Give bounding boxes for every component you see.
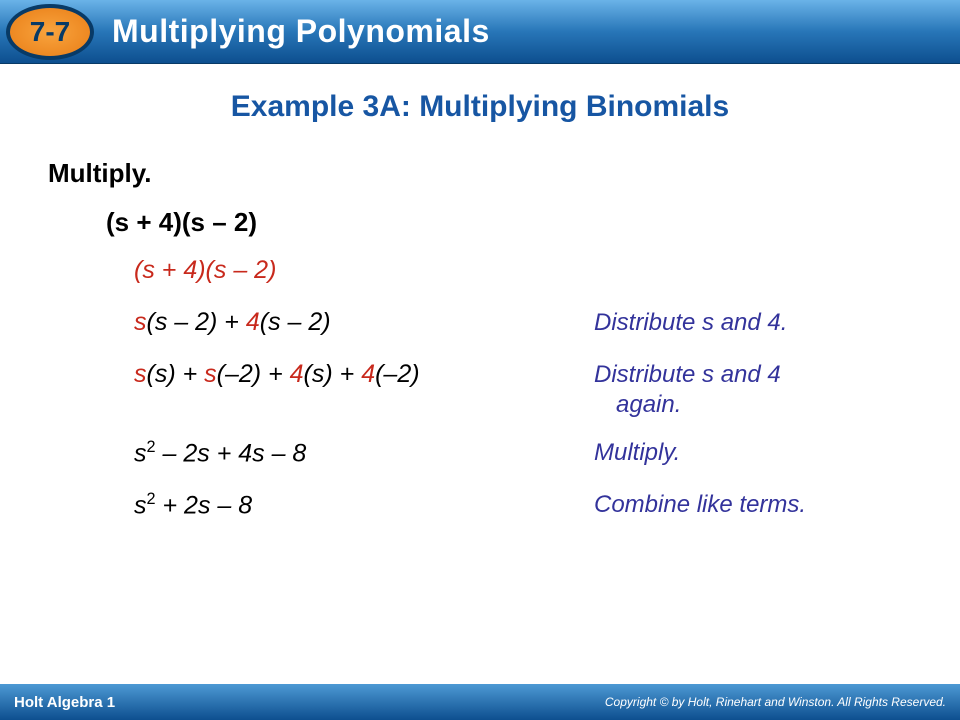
step-note-line1: Distribute s and 4 bbox=[594, 361, 781, 388]
step-note: Multiply. bbox=[594, 438, 680, 468]
step-expression: s(s) + s(–2) + 4(s) + 4(–2) bbox=[134, 360, 594, 389]
step-row: s2 – 2s + 4s – 8 Multiply. bbox=[134, 438, 912, 472]
lesson-number-badge: 7-7 bbox=[6, 4, 94, 60]
instruction-text: Multiply. bbox=[48, 158, 912, 189]
step-row: s(s) + s(–2) + 4(s) + 4(–2) Distribute s… bbox=[134, 360, 912, 420]
step-note: Distribute s and 4. bbox=[594, 308, 787, 338]
step-row: s2 + 2s – 8 Combine like terms. bbox=[134, 490, 912, 524]
step-expression: s2 – 2s + 4s – 8 bbox=[134, 438, 594, 468]
solution-steps: (s + 4)(s – 2) s(s – 2) + 4(s – 2) Distr… bbox=[134, 256, 912, 524]
problem-statement: (s + 4)(s – 2) bbox=[106, 207, 912, 238]
book-title: Holt Algebra 1 bbox=[14, 694, 115, 711]
slide-content: Example 3A: Multiplying Binomials Multip… bbox=[0, 64, 960, 524]
step-note-line2: again. bbox=[594, 390, 781, 420]
copyright-text: Copyright © by Holt, Rinehart and Winsto… bbox=[605, 695, 946, 709]
slide-header: 7-7 Multiplying Polynomials bbox=[0, 0, 960, 64]
step-note: Distribute s and 4 again. bbox=[594, 360, 781, 420]
step-expression: (s + 4)(s – 2) bbox=[134, 256, 594, 285]
step-expression: s2 + 2s – 8 bbox=[134, 490, 594, 520]
lesson-number: 7-7 bbox=[30, 16, 70, 48]
slide-footer: Holt Algebra 1 Copyright © by Holt, Rine… bbox=[0, 684, 960, 720]
step-note: Combine like terms. bbox=[594, 490, 806, 520]
step-expression: s(s – 2) + 4(s – 2) bbox=[134, 308, 594, 337]
chapter-title: Multiplying Polynomials bbox=[112, 13, 490, 50]
example-title: Example 3A: Multiplying Binomials bbox=[48, 90, 912, 124]
step-row: (s + 4)(s – 2) bbox=[134, 256, 912, 290]
step-row: s(s – 2) + 4(s – 2) Distribute s and 4. bbox=[134, 308, 912, 342]
